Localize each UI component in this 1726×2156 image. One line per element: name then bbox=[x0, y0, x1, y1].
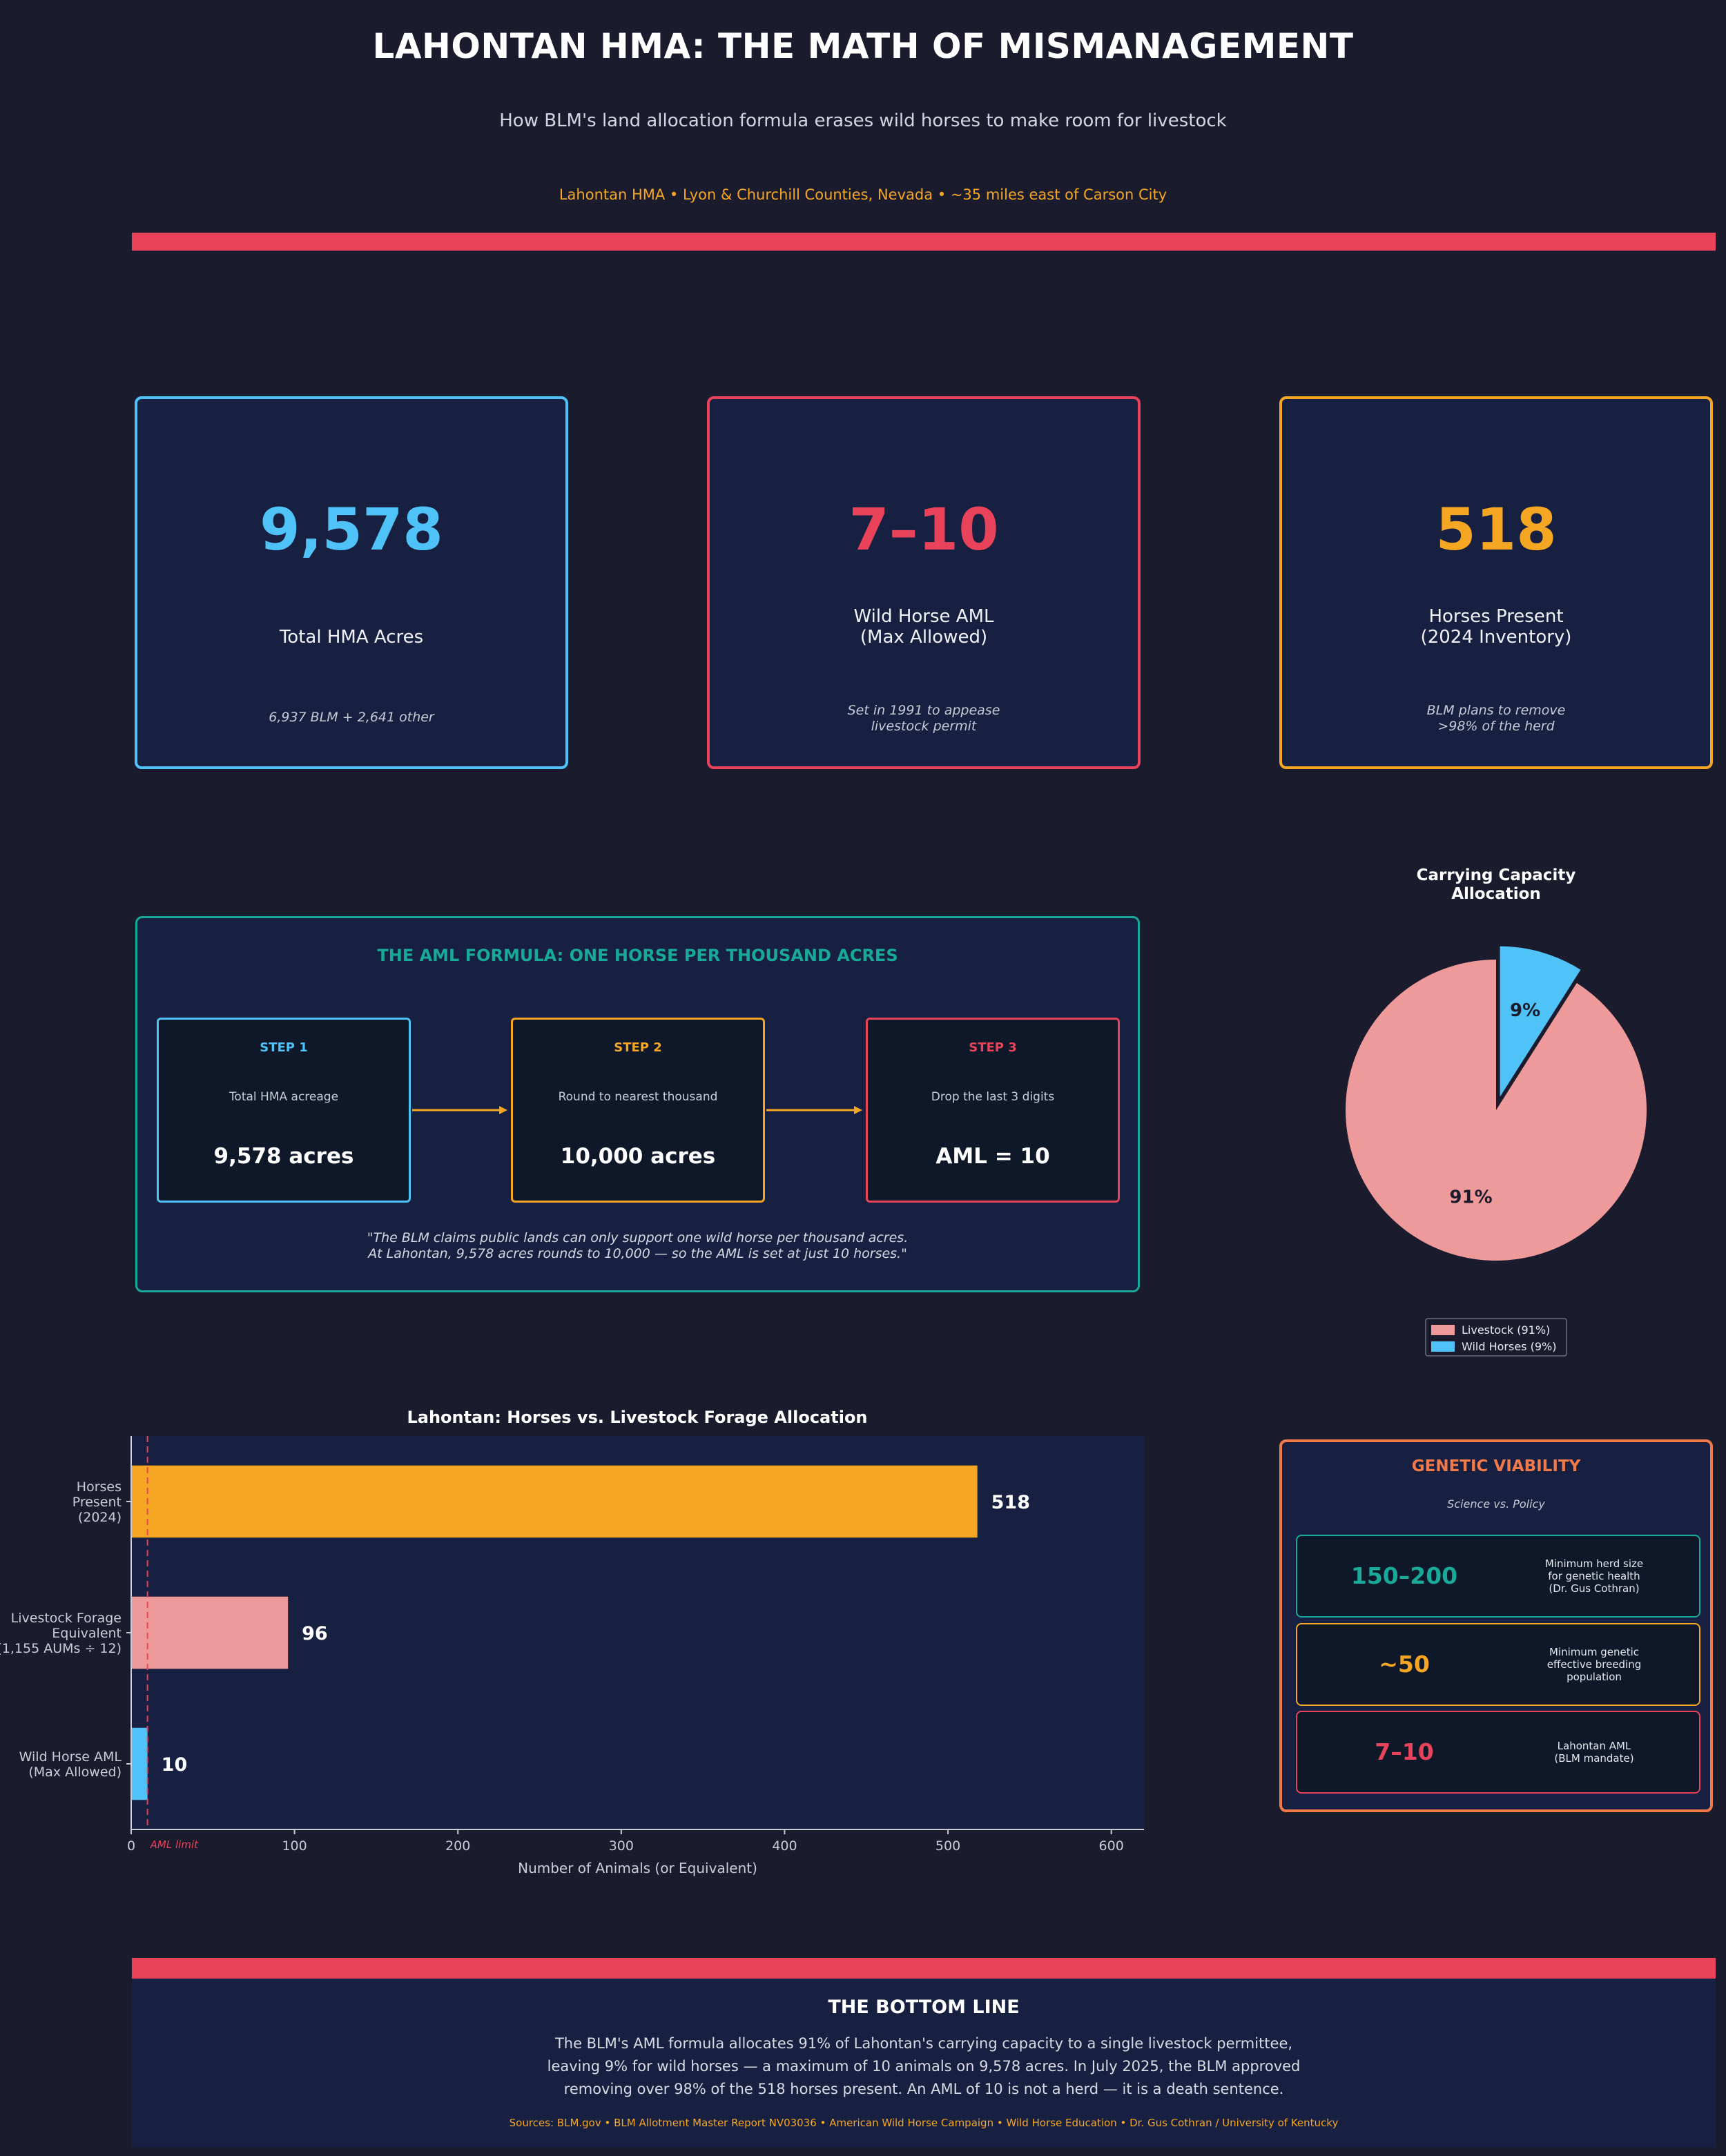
formula-step-1: STEP 1 Total HMA acreage 9,578 acres bbox=[157, 1018, 411, 1203]
genetic-viability-panel: GENETIC VIABILITY Science vs. Policy 150… bbox=[1279, 1439, 1713, 1812]
category-label: Horses Present (2024) bbox=[72, 1479, 122, 1525]
genetic-value: 7–10 bbox=[1375, 1738, 1434, 1765]
genetic-description: Minimum genetic effective breeding popul… bbox=[1546, 1646, 1642, 1683]
step-label: STEP 2 bbox=[614, 1040, 662, 1055]
stat-label: Wild Horse AML (Max Allowed) bbox=[853, 606, 994, 648]
step-arrows bbox=[412, 1106, 862, 1114]
carrying-capacity-pie-chart: Carrying Capacity Allocation 9% 91% Lives… bbox=[1346, 866, 1647, 1357]
stat-value: 518 bbox=[1435, 496, 1557, 563]
bar-value-label: 96 bbox=[302, 1623, 328, 1644]
pie-title: Allocation bbox=[1451, 885, 1541, 903]
pie-slice-wild-horses bbox=[1500, 946, 1581, 1097]
x-tick-label: 500 bbox=[935, 1838, 960, 1854]
aml-limit-label: AML limit bbox=[150, 1838, 199, 1851]
stat-card-horses: 518 Horses Present (2024 Inventory) BLM … bbox=[1279, 396, 1713, 769]
genetic-row: ~50 Minimum genetic effective breeding p… bbox=[1296, 1623, 1700, 1706]
pie-title: Carrying Capacity bbox=[1417, 866, 1576, 884]
genetic-row: 7–10 Lahontan AML (BLM mandate) bbox=[1296, 1711, 1700, 1794]
header-divider bbox=[132, 233, 1716, 251]
formula-quote: "The BLM claims public lands can only su… bbox=[367, 1230, 909, 1261]
step-description: Round to nearest thousand bbox=[558, 1090, 718, 1104]
bar-chart-title: Lahontan: Horses vs. Livestock Forage Al… bbox=[407, 1408, 867, 1427]
stat-label: Horses Present (2024 Inventory) bbox=[1420, 606, 1572, 648]
bar-value-label: 10 bbox=[162, 1754, 188, 1776]
formula-title: THE AML FORMULA: ONE HORSE PER THOUSAND … bbox=[377, 946, 898, 965]
genetic-description: Minimum herd size for genetic health (Dr… bbox=[1544, 1557, 1644, 1595]
legend-label: Livestock (91%) bbox=[1462, 1323, 1550, 1337]
genetic-value: ~50 bbox=[1379, 1651, 1430, 1678]
step-value: AML = 10 bbox=[935, 1144, 1050, 1169]
formula-step-3: STEP 3 Drop the last 3 digits AML = 10 bbox=[866, 1018, 1120, 1203]
genetic-row: 150–200 Minimum herd size for genetic he… bbox=[1296, 1535, 1700, 1618]
page-subtitle: How BLM's land allocation formula erases… bbox=[499, 110, 1227, 131]
sources-line: Sources: BLM.gov • BLM Allotment Master … bbox=[509, 2117, 1339, 2129]
pie-slice-livestock bbox=[1346, 960, 1647, 1261]
step-value: 10,000 acres bbox=[560, 1144, 716, 1169]
aml-formula-panel: THE AML FORMULA: ONE HORSE PER THOUSAND … bbox=[135, 916, 1140, 1292]
pie-slice-label: 9% bbox=[1510, 1000, 1540, 1021]
step-value: 9,578 acres bbox=[213, 1144, 354, 1169]
stat-label: Total HMA Acres bbox=[279, 627, 424, 648]
step-label: STEP 1 bbox=[260, 1040, 308, 1055]
stat-note: BLM plans to remove >98% of the herd bbox=[1426, 703, 1566, 734]
stat-value: 7–10 bbox=[849, 496, 999, 563]
x-tick-label: 300 bbox=[609, 1838, 634, 1854]
genetic-subtitle: Science vs. Policy bbox=[1447, 1497, 1545, 1511]
location-line: Lahontan HMA • Lyon & Churchill Counties… bbox=[559, 186, 1167, 203]
bar bbox=[131, 1596, 289, 1669]
bar bbox=[131, 1465, 978, 1538]
arrow-head-icon bbox=[499, 1106, 507, 1114]
genetic-title: GENETIC VIABILITY bbox=[1411, 1457, 1581, 1475]
forage-allocation-bar-chart: Lahontan: Horses vs. Livestock Forage Al… bbox=[0, 1408, 1144, 1876]
genetic-value: 150–200 bbox=[1350, 1562, 1458, 1589]
x-axis-label: Number of Animals (or Equivalent) bbox=[518, 1860, 757, 1876]
x-tick-label: 200 bbox=[445, 1838, 470, 1854]
stat-note: 6,937 BLM + 2,641 other bbox=[269, 710, 434, 725]
x-tick-label: 600 bbox=[1099, 1838, 1124, 1854]
bar bbox=[131, 1727, 148, 1800]
x-tick-label: 100 bbox=[282, 1838, 307, 1854]
page-title: LAHONTAN HMA: THE MATH OF MISMANAGEMENT bbox=[372, 26, 1354, 66]
legend-label: Wild Horses (9%) bbox=[1462, 1340, 1556, 1353]
bar-value-label: 518 bbox=[991, 1492, 1030, 1513]
arrow-head-icon bbox=[854, 1106, 862, 1114]
x-tick-label: 0 bbox=[127, 1838, 135, 1854]
pie-legend-box bbox=[1425, 1318, 1567, 1357]
bottom-divider bbox=[132, 1958, 1716, 1979]
stat-value: 9,578 bbox=[260, 496, 443, 563]
bottom-line-title: THE BOTTOM LINE bbox=[828, 1997, 1020, 2018]
genetic-description: Lahontan AML (BLM mandate) bbox=[1554, 1740, 1634, 1765]
stat-note: Set in 1991 to appease livestock permit bbox=[847, 703, 1000, 734]
x-tick-label: 400 bbox=[772, 1838, 797, 1854]
step-description: Drop the last 3 digits bbox=[931, 1090, 1055, 1104]
legend-swatch bbox=[1431, 1325, 1455, 1335]
step-description: Total HMA acreage bbox=[229, 1090, 339, 1104]
formula-step-2: STEP 2 Round to nearest thousand 10,000 … bbox=[511, 1018, 765, 1203]
step-label: STEP 3 bbox=[969, 1040, 1017, 1055]
pie-slice-label: 91% bbox=[1449, 1187, 1492, 1208]
stat-card-acres: 9,578 Total HMA Acres 6,937 BLM + 2,641 … bbox=[135, 396, 568, 769]
bottom-line-panel: THE BOTTOM LINE The BLM's AML formula al… bbox=[132, 1979, 1716, 2148]
bottom-line-text: The BLM's AML formula allocates 91% of L… bbox=[547, 2035, 1301, 2097]
legend-swatch bbox=[1431, 1341, 1455, 1352]
stat-card-aml: 7–10 Wild Horse AML (Max Allowed) Set in… bbox=[707, 396, 1141, 769]
category-label: Wild Horse AML (Max Allowed) bbox=[19, 1749, 122, 1780]
category-label: Livestock Forage Equivalent (1,155 AUMs ÷ … bbox=[0, 1611, 122, 1656]
